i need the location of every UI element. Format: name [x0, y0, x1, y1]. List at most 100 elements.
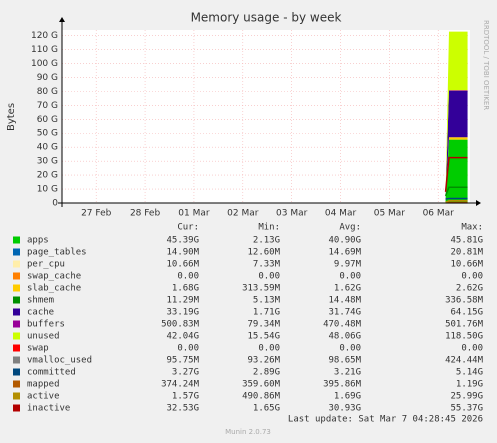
- stat-value: 11.29M: [166, 296, 199, 306]
- stat-value: 2.89G: [253, 368, 280, 378]
- legend-label: swap_cache: [27, 272, 81, 282]
- stat-value: 3.21G: [334, 368, 361, 378]
- stat-value: 79.34M: [247, 320, 280, 330]
- area: [445, 90, 468, 200]
- axis-arrow: [59, 17, 65, 22]
- legend-label: slab_cache: [27, 284, 81, 294]
- stat-value: 424.44M: [445, 356, 484, 366]
- stat-header: Avg:: [339, 223, 361, 233]
- plot-area: [62, 30, 470, 203]
- legend-swatch: [13, 272, 20, 280]
- legend-swatch: [13, 368, 20, 376]
- footer: Munin 2.0.73: [225, 428, 271, 436]
- legend-swatch: [13, 296, 20, 304]
- stat-value: 359.60M: [242, 380, 281, 390]
- stat-value: 32.53G: [166, 404, 199, 414]
- legend-label: apps: [27, 236, 49, 246]
- legend-swatch: [13, 332, 20, 340]
- stat-value: 1.62G: [334, 284, 361, 294]
- stat-value: 48.06G: [328, 332, 361, 342]
- stat-value: 0.00: [177, 272, 199, 282]
- axis-arrow: [476, 200, 481, 206]
- stat-header: Max:: [461, 223, 483, 233]
- stat-value: 3.27G: [172, 368, 199, 378]
- stat-value: 500.83M: [161, 320, 200, 330]
- stat-value: 0.00: [461, 272, 483, 282]
- y-tick-label: 60 G: [37, 115, 58, 125]
- stat-value: 1.68G: [172, 284, 199, 294]
- stat-value: 30.93G: [328, 404, 361, 414]
- legend-swatch: [13, 380, 20, 388]
- legend-label: buffers: [27, 320, 65, 330]
- legend-swatch: [13, 236, 20, 244]
- line: [445, 197, 468, 200]
- x-tick-label: 03 Mar: [276, 209, 308, 219]
- stat-value: 14.69M: [328, 248, 361, 258]
- line: [444, 186, 468, 197]
- y-tick-label: 0: [52, 199, 58, 209]
- stat-value: 10.66M: [166, 260, 199, 270]
- y-tick-label: 100 G: [31, 59, 58, 69]
- x-tick-label: 05 Mar: [374, 209, 406, 219]
- y-tick-label: 70 G: [37, 101, 58, 111]
- y-tick-label: 40 G: [37, 143, 58, 153]
- stat-value: 14.90M: [166, 248, 199, 258]
- stat-value: 470.48M: [323, 320, 362, 330]
- stat-value: 14.48M: [328, 296, 361, 306]
- stat-value: 0.00: [177, 344, 199, 354]
- legend-label: page_tables: [27, 248, 87, 258]
- y-tick-label: 20 G: [37, 171, 58, 181]
- stat-value: 0.00: [258, 344, 280, 354]
- side-text: RRDTOOL / TOBI OETIKER: [482, 20, 490, 110]
- stat-value: 45.81G: [450, 236, 483, 246]
- stat-value: 1.19G: [456, 380, 483, 390]
- stat-value: 374.24M: [161, 380, 200, 390]
- stat-value: 1.57G: [172, 392, 199, 402]
- line: [445, 200, 468, 204]
- legend-label: active: [27, 392, 60, 402]
- last-update: Last update: Sat Mar 7 04:28:45 2026: [288, 415, 483, 425]
- x-tick-label: 04 Mar: [325, 209, 357, 219]
- x-tick-label: 02 Mar: [227, 209, 259, 219]
- line: [444, 156, 468, 192]
- stat-value: 0.00: [339, 344, 361, 354]
- legend-swatch: [13, 248, 20, 256]
- stat-header: Min:: [258, 223, 280, 233]
- y-tick-label: 30 G: [37, 157, 58, 167]
- stat-value: 5.14G: [456, 368, 483, 378]
- stat-value: 95.75M: [166, 356, 199, 366]
- stat-value: 20.81M: [450, 248, 483, 258]
- legend-label: mapped: [27, 380, 60, 390]
- legend-label: swap: [27, 344, 49, 354]
- stat-value: 336.58M: [445, 296, 484, 306]
- legend-label: inactive: [27, 404, 70, 414]
- stat-value: 0.00: [258, 272, 280, 282]
- stat-value: 501.76M: [445, 320, 484, 330]
- stat-value: 33.19G: [166, 308, 199, 318]
- area: [445, 31, 468, 198]
- stat-value: 0.00: [461, 344, 483, 354]
- stat-value: 10.66M: [450, 260, 483, 270]
- stat-value: 12.60M: [247, 248, 280, 258]
- legend-swatch: [13, 260, 20, 268]
- y-tick-label: 90 G: [37, 73, 58, 83]
- stat-value: 31.74G: [328, 308, 361, 318]
- legend-label: cache: [27, 308, 54, 318]
- y-tick-label: 10 G: [37, 185, 58, 195]
- y-tick-label: 120 G: [31, 31, 58, 41]
- x-tick-label: 28 Feb: [130, 209, 161, 219]
- stat-value: 118.50G: [445, 332, 483, 342]
- stat-value: 7.33M: [253, 260, 281, 270]
- legend-label: unused: [27, 332, 60, 342]
- x-tick-label: 06 Mar: [423, 209, 455, 219]
- x-tick-label: 27 Feb: [81, 209, 112, 219]
- y-tick-label: 80 G: [37, 87, 58, 97]
- stat-value: 1.71G: [253, 308, 280, 318]
- stat-value: 15.54G: [247, 332, 280, 342]
- y-tick-label: 50 G: [37, 129, 58, 139]
- legend-label: vmalloc_used: [27, 356, 92, 366]
- stat-value: 313.59M: [242, 284, 281, 294]
- y-tick-label: 110 G: [31, 45, 58, 55]
- stat-value: 2.62G: [456, 284, 483, 294]
